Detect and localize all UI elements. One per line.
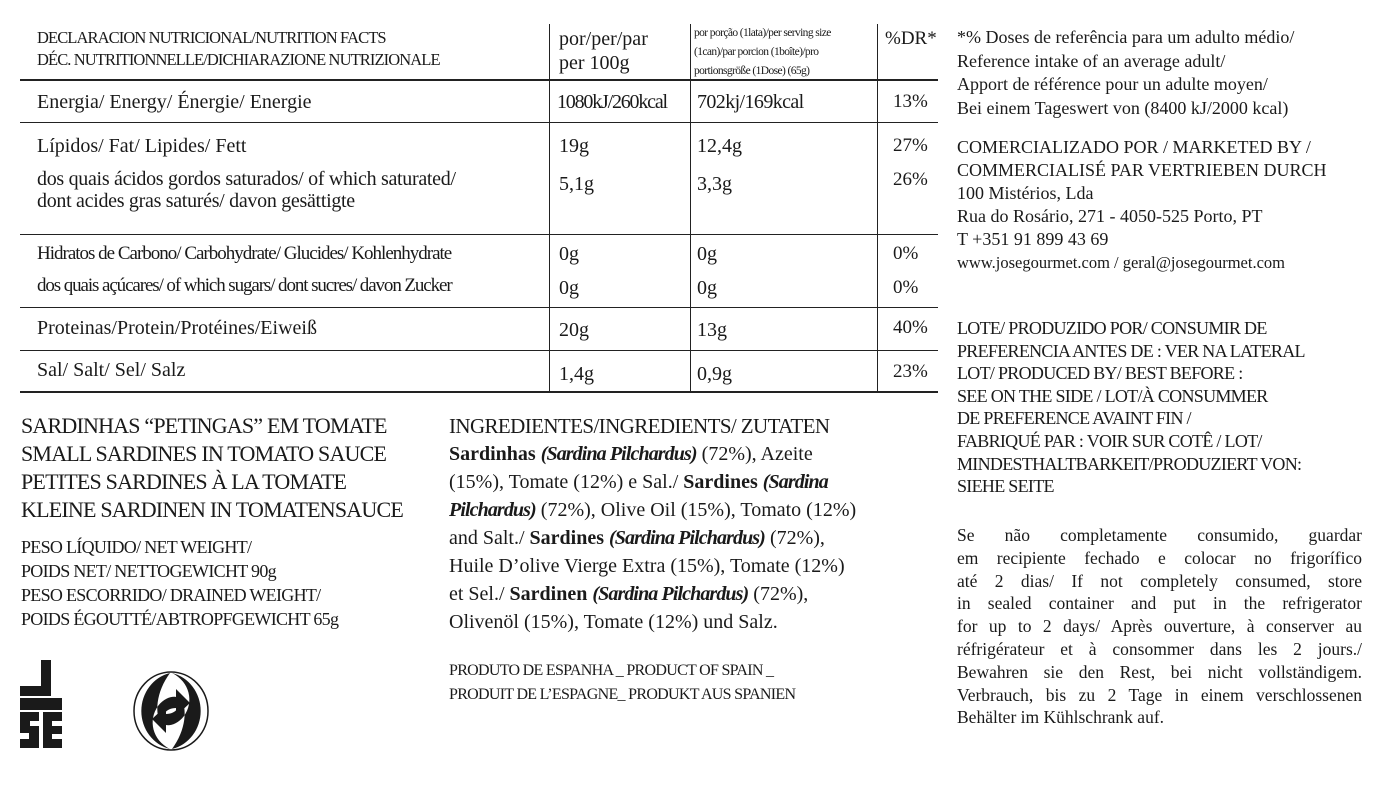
reference-note: *% Doses de referência para um adulto mé… (957, 27, 1295, 118)
per-100g-header: por/per/par per 100g (559, 28, 648, 74)
row-energy-serving: 702kj/169kcal (697, 91, 804, 113)
jose-logo (20, 660, 62, 748)
column-divider (690, 24, 691, 391)
product-names: SARDINHAS “PETINGAS” EM TOMATE SMALL SAR… (21, 413, 404, 522)
table-divider (20, 391, 938, 393)
row-sugars-serving: 0g (697, 277, 717, 299)
row-saturated-serving: 3,3g (697, 173, 732, 195)
row-saturated-dr: 26% (893, 169, 928, 190)
row-fat-serving: 12,4g (697, 135, 742, 157)
column-divider (877, 24, 878, 391)
table-title: DECLARACION NUTRICIONAL/NUTRITION FACTS … (37, 28, 441, 69)
row-sugars-per100: 0g (559, 277, 579, 299)
marketed-by: COMERCIALIZADO POR / MARKETED BY / COMME… (957, 137, 1327, 272)
row-fat-dr: 27% (893, 135, 928, 156)
row-sugars-dr: 0% (893, 277, 919, 298)
origin: PRODUTO DE ESPANHA _ PRODUCT OF SPAIN _ … (449, 662, 796, 703)
row-protein-per100: 20g (559, 319, 589, 341)
row-salt-serving: 0,9g (697, 363, 732, 385)
row-energy-label: Energia/ Energy/ Énergie/ Energie (37, 91, 312, 113)
website-email: www.josegourmet.com / geral@josegourmet.… (957, 253, 1286, 272)
dr-header: %DR* (885, 28, 937, 49)
row-energy-dr: 13% (893, 91, 928, 112)
row-sugars-label: dos quais açúcares/ of which sugars/ don… (37, 275, 453, 296)
per-serving-header: por porção (1lata)/per serving size (1ca… (694, 27, 831, 77)
lot-info: LOTE/ PRODUZIDO POR/ CONSUMIR DE PREFERE… (957, 318, 1305, 497)
row-saturated-label: dos quais ácidos gordos saturados/ of wh… (37, 168, 456, 212)
storage-instructions: Se não completamente consumido, guardar … (957, 525, 1362, 728)
row-energy-per100: 1080kJ/260kcal (557, 91, 668, 113)
row-salt-dr: 23% (893, 361, 928, 382)
weights: PESO LÍQUIDO/ NET WEIGHT/ POIDS NET/ NET… (21, 537, 339, 629)
column-divider (549, 24, 550, 391)
table-divider (20, 307, 938, 308)
table-divider (20, 350, 938, 351)
row-carbs-serving: 0g (697, 243, 717, 265)
row-salt-label: Sal/ Salt/ Sel/ Salz (37, 359, 186, 381)
ingredients-title: INGREDIENTES/INGREDIENTS/ ZUTATEN (449, 414, 830, 438)
row-fat-label: Lípidos/ Fat/ Lipides/ Fett (37, 135, 247, 157)
row-carbs-per100: 0g (559, 243, 579, 265)
green-dot-icon (133, 671, 209, 751)
table-divider (20, 122, 938, 123)
row-saturated-per100: 5,1g (559, 173, 594, 195)
row-protein-label: Proteinas/Protein/Protéines/Eiweiß (37, 317, 317, 339)
row-carbs-label: Hidratos de Carbono/ Carbohydrate/ Gluci… (37, 243, 452, 264)
table-divider (20, 79, 938, 81)
table-divider (20, 234, 938, 235)
row-protein-dr: 40% (893, 317, 928, 338)
ingredients: INGREDIENTES/INGREDIENTS/ ZUTATEN Sardin… (449, 414, 857, 633)
row-fat-per100: 19g (559, 135, 589, 157)
row-protein-serving: 13g (697, 319, 727, 341)
row-salt-per100: 1,4g (559, 363, 594, 385)
row-carbs-dr: 0% (893, 243, 919, 264)
